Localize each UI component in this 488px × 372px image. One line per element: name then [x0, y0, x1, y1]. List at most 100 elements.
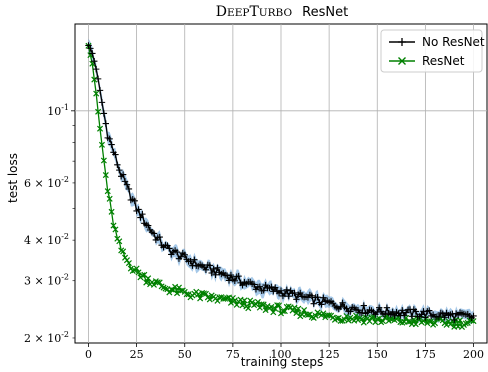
- point: [285, 292, 292, 300]
- point: [144, 222, 152, 229]
- point: [112, 226, 119, 233]
- point: [91, 57, 98, 65]
- point: [181, 251, 188, 258]
- x-tick-label: 100: [271, 348, 292, 361]
- point: [206, 296, 213, 303]
- point: [353, 312, 360, 319]
- point: [314, 293, 321, 301]
- x-tick-label: 150: [367, 348, 388, 361]
- point: [112, 151, 119, 158]
- point: [214, 264, 221, 272]
- point: [391, 312, 398, 320]
- y-tick-label: 3 × 10-2: [24, 273, 69, 288]
- point: [277, 287, 285, 294]
- point: [235, 272, 242, 280]
- point: [156, 279, 163, 286]
- point: [133, 265, 140, 272]
- point: [231, 297, 238, 304]
- x-tick-label: 175: [415, 348, 436, 361]
- point: [225, 277, 233, 284]
- point: [129, 267, 136, 274]
- point: [174, 290, 181, 297]
- point: [106, 195, 113, 202]
- point: [93, 90, 100, 97]
- x-tick-label: 0: [85, 348, 92, 361]
- point: [116, 238, 123, 245]
- point: [272, 284, 279, 291]
- point: [223, 272, 231, 279]
- point: [108, 141, 115, 148]
- point: [210, 265, 217, 273]
- chart-title: DEEPTURBO ResNet: [216, 1, 348, 20]
- point: [345, 317, 352, 324]
- point: [139, 272, 146, 279]
- point: [110, 222, 117, 229]
- point: [137, 214, 144, 221]
- y-tick-label: 4 × 10-2: [24, 232, 69, 247]
- point: [326, 312, 333, 319]
- point: [208, 269, 215, 277]
- x-tick-label: 50: [178, 348, 192, 361]
- point: [156, 233, 163, 241]
- point: [98, 99, 106, 106]
- point: [335, 314, 342, 321]
- point: [381, 311, 389, 318]
- point: [297, 289, 304, 297]
- point: [301, 307, 308, 314]
- point: [375, 304, 383, 311]
- point: [426, 307, 433, 314]
- point: [308, 292, 316, 299]
- point: [304, 311, 311, 318]
- point: [191, 256, 198, 263]
- point: [408, 313, 416, 320]
- point: [224, 295, 231, 302]
- point: [97, 125, 104, 132]
- point: [212, 271, 219, 279]
- legend-label: ResNet: [422, 54, 465, 68]
- point: [91, 76, 98, 83]
- point: [100, 110, 108, 117]
- point: [318, 301, 325, 308]
- point: [104, 188, 111, 195]
- point: [428, 318, 435, 325]
- point: [435, 313, 443, 321]
- legend-marker: [398, 38, 406, 46]
- point: [175, 284, 182, 291]
- point: [177, 253, 185, 260]
- point: [358, 315, 365, 322]
- point: [98, 141, 105, 148]
- x-tick-label: 125: [319, 348, 340, 361]
- point: [202, 266, 210, 273]
- point: [108, 208, 115, 215]
- point: [260, 287, 267, 294]
- point: [289, 307, 296, 314]
- point: [206, 262, 213, 269]
- point: [89, 50, 96, 57]
- legend: No ResNet ResNet: [380, 29, 485, 73]
- point: [92, 65, 100, 73]
- point: [114, 161, 121, 169]
- point: [102, 120, 110, 127]
- point: [270, 309, 277, 316]
- point: [291, 289, 298, 297]
- point: [249, 299, 256, 306]
- point: [312, 312, 319, 319]
- point: [360, 302, 367, 309]
- point: [227, 271, 235, 279]
- point: [245, 305, 252, 312]
- point: [383, 304, 391, 311]
- point: [131, 197, 138, 205]
- point: [119, 171, 127, 178]
- point: [166, 245, 173, 252]
- plot-area: [74, 23, 488, 344]
- point: [123, 257, 131, 264]
- point: [139, 210, 146, 218]
- point: [256, 283, 264, 290]
- point: [102, 172, 109, 179]
- point: [399, 307, 406, 314]
- y-axis-label: test loss: [6, 153, 20, 203]
- point: [227, 299, 234, 306]
- point: [254, 298, 261, 305]
- point: [187, 258, 194, 265]
- point: [202, 290, 209, 297]
